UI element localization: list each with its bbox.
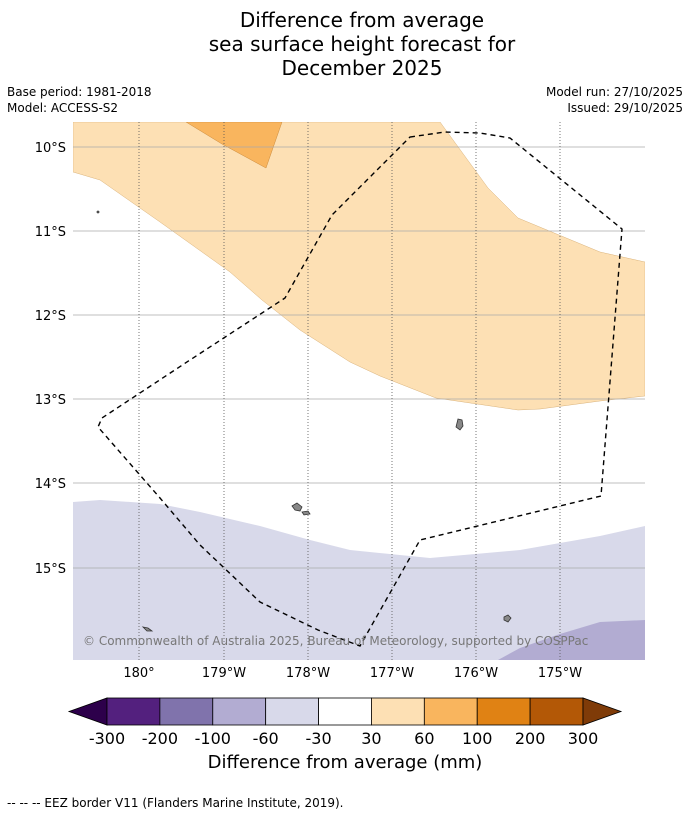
islands [96,210,512,632]
title-line-1: Difference from average [239,8,485,32]
anomaly-region-minus-30-60 [73,500,645,660]
lon-label: 180° [123,666,154,681]
anomaly-region-minus-60-100 [498,620,645,660]
map-title: Difference from average sea surface heig… [0,8,690,80]
colorbar-cells [106,697,584,726]
colorbar-cell [318,697,372,726]
title-line-2: sea surface height forecast for [208,32,516,56]
island-swains [503,614,512,623]
lat-label: 10°S [35,141,66,156]
island-futuna [141,626,154,632]
title-line-3: December 2025 [281,56,443,80]
island-speck [96,210,100,214]
colorbar-label: Difference from average (mm) [207,752,483,773]
island-wallis-small [301,510,311,516]
colorbar-under-triangle [67,697,108,726]
colorbar-tick-label: 30 [361,729,381,748]
colorbar-cell [159,697,214,726]
colorbar-tick-label: -300 [89,729,125,748]
model-run: Model run: 27/10/2025 [545,85,683,99]
colorbar-cell [371,697,425,726]
anomaly-region-60-100 [185,122,283,169]
lat-label: 13°S [35,393,66,408]
copyright-text: © Commonwealth of Australia 2025, Bureau… [83,634,588,648]
meta-left: Base period: 1981-2018 Model: ACCESS-S2 [7,84,152,116]
colorbar-cell [212,697,267,726]
colorbar: -300 -200 -100 -60 -30 30 60 100 200 300 [67,697,623,748]
colorbar-over-triangle [582,697,623,726]
colorbar-cell [106,697,161,726]
lon-label: 176°W [454,666,498,681]
latitude-grid [73,146,645,569]
island-nukunonu [455,418,464,431]
meta-right: Model run: 27/10/2025 Issued: 29/10/2025 [546,84,683,116]
longitude-labels: 180° 179°W 178°W 177°W 176°W 175°W [123,666,582,681]
base-period: Base period: 1981-2018 [7,85,152,99]
colorbar-tick-label: 60 [414,729,434,748]
colorbar-tick-label: -200 [142,729,178,748]
issued-date: Issued: 29/10/2025 [567,101,683,115]
colorbar-tick-label: -60 [253,729,279,748]
lon-label: 177°W [370,666,414,681]
lat-label: 11°S [35,225,66,240]
island-wallis [291,502,303,512]
model-name: Model: ACCESS-S2 [7,101,119,115]
colorbar-cell [529,697,584,726]
lon-label: 175°W [538,666,582,681]
eez-footnote: -- -- -- EEZ border V11 (Flanders Marine… [7,796,344,810]
anomaly-region-30-60 [73,122,645,411]
latitude-labels: 10°S 11°S 12°S 13°S 14°S 15°S [35,141,66,577]
map-area: © Commonwealth of Australia 2025, Bureau… [73,122,645,660]
colorbar-tick-label: 200 [515,729,546,748]
colorbar-tick-label: -100 [195,729,231,748]
lon-label: 179°W [202,666,246,681]
colorbar-tick-labels: -300 -200 -100 -60 -30 30 60 100 200 300 [89,729,598,748]
colorbar-tick-label: 300 [568,729,599,748]
colorbar-tick-label: -30 [305,729,331,748]
lat-label: 15°S [35,562,66,577]
colorbar-cell [476,697,531,726]
colorbar-cell [423,697,478,726]
colorbar-tick-label: 100 [462,729,493,748]
lat-label: 14°S [35,477,66,492]
colorbar-cell [265,697,319,726]
lat-label: 12°S [35,309,66,324]
lon-label: 178°W [286,666,330,681]
